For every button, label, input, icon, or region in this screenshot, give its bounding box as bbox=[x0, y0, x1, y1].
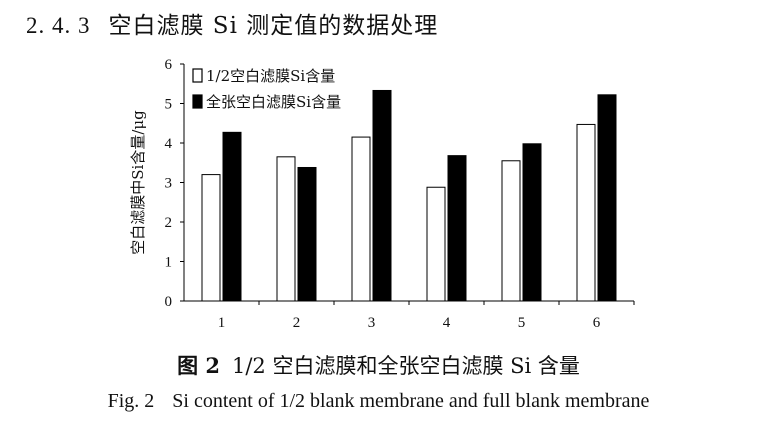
y-tick-label: 5 bbox=[165, 97, 173, 113]
bar-series-1-cat-2 bbox=[276, 156, 296, 302]
section-heading: 2. 4. 3 空白滤膜 Si 测定值的数据处理 bbox=[26, 6, 438, 40]
bar-chart: 0 1 2 3 4 5 6 空白滤膜中Si含量/μg 1 2 3 4 5 6 1/2空白滤膜Si含量全张空白… bbox=[129, 57, 635, 331]
figure-label-en: Fig. 2 bbox=[107, 390, 155, 412]
y-tick-label: 4 bbox=[165, 136, 173, 152]
y-tick-label: 2 bbox=[165, 215, 173, 231]
y-axis-label: 空白滤膜中Si含量/μg bbox=[129, 110, 147, 255]
figure-caption-zh-text: 1/2 空白滤膜和全张空白滤膜 Si 含量 bbox=[232, 354, 580, 378]
bar-series-1-cat-1 bbox=[201, 174, 221, 302]
bar-series-2-cat-1 bbox=[222, 131, 242, 302]
y-tick-label: 0 bbox=[165, 294, 173, 310]
bar-series-2-cat-4 bbox=[447, 155, 467, 302]
y-tick-label: 1 bbox=[165, 255, 173, 271]
x-tick-label: 4 bbox=[443, 315, 451, 331]
figure-caption-zh: 图 2 1/2 空白滤膜和全张空白滤膜 Si 含量 bbox=[0, 350, 757, 380]
x-tick-label: 6 bbox=[593, 315, 601, 331]
bar-series-2-cat-3 bbox=[372, 89, 392, 302]
bar-series-2-cat-2 bbox=[297, 166, 317, 302]
legend-swatch-1 bbox=[192, 68, 203, 83]
y-tick-label: 6 bbox=[165, 57, 173, 73]
section-title: 空白滤膜 Si 测定值的数据处理 bbox=[108, 13, 439, 39]
x-tick-label: 3 bbox=[368, 315, 376, 331]
x-tick-label: 1 bbox=[218, 315, 226, 331]
legend-swatch-2 bbox=[192, 94, 203, 109]
legend-label-1: 1/2空白滤膜Si含量 bbox=[206, 67, 335, 85]
bar-series-2-cat-5 bbox=[522, 143, 542, 302]
figure-caption-en: Fig. 2 Si content of 1/2 blank membrane a… bbox=[0, 390, 757, 413]
x-tick-label: 5 bbox=[518, 315, 526, 331]
figure-caption-en-text: Si content of 1/2 blank membrane and ful… bbox=[172, 390, 650, 412]
x-tick-label: 2 bbox=[293, 315, 301, 331]
bar-series-1-cat-4 bbox=[426, 186, 446, 302]
bar-series-1-cat-5 bbox=[501, 160, 521, 302]
bar-series-1-cat-6 bbox=[576, 123, 596, 302]
figure-label-zh: 图 2 bbox=[177, 353, 220, 378]
legend-label-2: 全张空白滤膜Si含量 bbox=[206, 93, 341, 111]
y-tick-label: 3 bbox=[165, 176, 173, 192]
bar-series-1-cat-3 bbox=[351, 136, 371, 302]
section-number: 2. 4. 3 bbox=[26, 13, 91, 38]
bar-series-2-cat-6 bbox=[597, 94, 617, 302]
